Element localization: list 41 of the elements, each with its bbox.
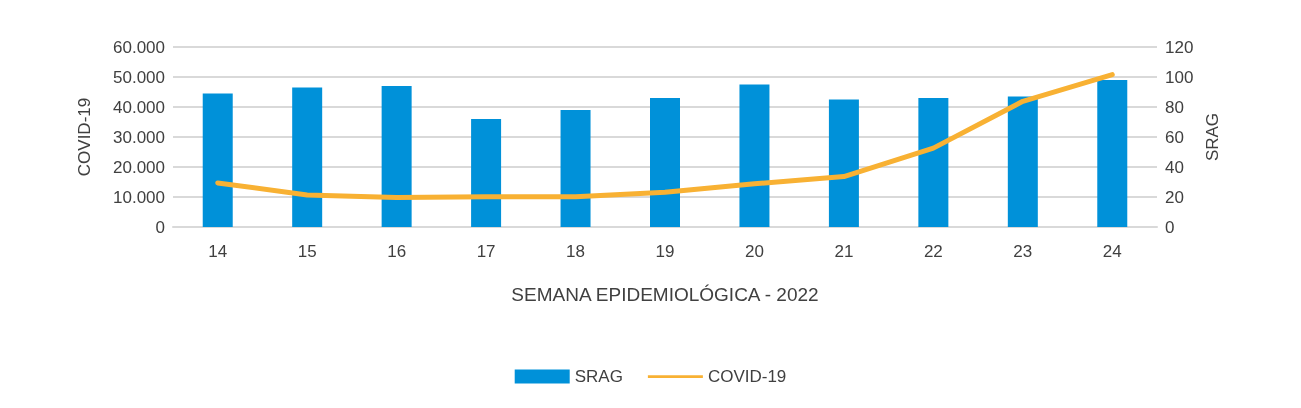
y2-tick-label: 100 [1165, 67, 1194, 87]
bar [739, 84, 770, 227]
y2-tick-label: 0 [1165, 217, 1175, 237]
bar [202, 93, 233, 227]
y-tick-label: 50.000 [113, 67, 165, 87]
y2-tick-label: 120 [1165, 37, 1194, 57]
y-axis-title: COVID-19 [75, 97, 94, 177]
x-tick-label: 19 [655, 242, 675, 261]
y2-tick-label: 40 [1165, 157, 1184, 177]
x-tick-label: 24 [1102, 242, 1122, 261]
y-tick-label: 20.000 [113, 157, 165, 177]
x-tick-label: 22 [923, 242, 943, 261]
x-tick-label: 15 [297, 242, 317, 261]
y-tick-label: 40.000 [113, 97, 165, 117]
x-tick-label: 17 [476, 242, 496, 261]
y2-tick-label: 20 [1165, 187, 1184, 207]
bar [828, 99, 859, 227]
x-tick-label: 21 [834, 242, 854, 261]
legend-label: COVID-19 [707, 367, 787, 386]
bar [1097, 80, 1128, 227]
x-tick-label: 14 [208, 242, 228, 261]
x-tick-label: 18 [566, 242, 586, 261]
bar [471, 119, 502, 227]
y-tick-label: 60.000 [113, 37, 165, 57]
bar [918, 98, 949, 227]
x-tick-label: 20 [744, 242, 764, 261]
legend-label: SRAG [574, 367, 623, 386]
x-axis-title: SEMANA EPIDEMIOLÓGICA - 2022 [511, 284, 819, 305]
y2-axis-title: SRAG [1203, 112, 1223, 162]
bar [1007, 96, 1038, 227]
bar [292, 87, 323, 227]
y-tick-label: 10.000 [113, 187, 165, 207]
x-tick-label: 23 [1013, 242, 1033, 261]
bar [381, 86, 412, 227]
y2-tick-label: 80 [1165, 97, 1184, 117]
y2-tick-label: 60 [1165, 127, 1184, 147]
bar [560, 110, 591, 227]
y-tick-label: 30.000 [113, 127, 165, 147]
x-tick-label: 16 [387, 242, 407, 261]
bar [650, 98, 680, 227]
y-tick-label: 0 [155, 217, 165, 237]
